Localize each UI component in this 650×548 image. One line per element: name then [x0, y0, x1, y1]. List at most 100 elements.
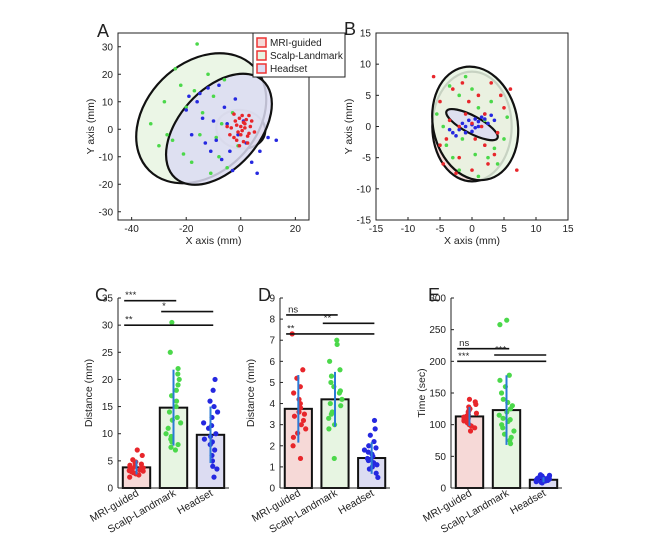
data-point [361, 447, 368, 453]
ellipse-headset [164, 72, 273, 186]
data-point [228, 149, 232, 154]
data-point [184, 108, 189, 112]
data-point [225, 165, 229, 170]
data-point [134, 447, 140, 453]
data-point [247, 131, 251, 136]
data-point [457, 127, 462, 132]
points-scalp-landmark [435, 74, 510, 179]
error-bars [297, 371, 373, 474]
data-point [252, 130, 257, 134]
significance-label: ** [324, 313, 332, 324]
data-point [463, 112, 468, 116]
data-point [178, 420, 184, 426]
y-tick-label: 7 [269, 336, 275, 347]
data-point [500, 396, 506, 402]
data-point [504, 317, 510, 323]
data-point [234, 138, 239, 143]
error-bars [468, 375, 545, 483]
data-point [249, 119, 254, 123]
x-tick-label: 15 [562, 224, 574, 235]
data-point [444, 137, 449, 141]
data-point [447, 118, 452, 123]
data-point [457, 93, 462, 98]
significance-label: ns [288, 304, 298, 315]
data-point [217, 83, 221, 88]
data-point [497, 322, 503, 328]
data-point [470, 168, 474, 172]
data-point [266, 135, 270, 140]
x-ticks: -40 -20 0 20 [124, 217, 301, 235]
data-point [245, 134, 250, 138]
data-point [486, 155, 490, 160]
data-point [238, 132, 243, 137]
data-point [466, 396, 473, 402]
y-tick-label: 8 [269, 315, 275, 326]
y-tick-label: 0 [365, 122, 371, 133]
data-point [457, 124, 462, 129]
y-tick-label: 200 [429, 357, 446, 368]
data-point [300, 367, 306, 373]
y-tick-label: 50 [435, 452, 447, 463]
data-point [240, 113, 244, 118]
data-point [447, 127, 452, 132]
y-tick-label: 2 [269, 441, 275, 452]
data-point [208, 171, 213, 176]
data-point [195, 99, 199, 104]
data-point [192, 88, 197, 93]
data-point [211, 94, 216, 99]
data-point [327, 358, 333, 364]
x-tick-label: 20 [290, 224, 302, 235]
legend-label: Headset [270, 64, 307, 75]
significance-label: * [162, 301, 166, 312]
data-point [189, 132, 194, 137]
data-point [472, 399, 478, 405]
y-ticks: -30 -20 -10 0 10 20 30 [99, 42, 121, 218]
y-tick-label: 100 [429, 420, 446, 431]
data-point [219, 157, 224, 162]
x-axis-label: X axis (mm) [186, 235, 242, 247]
data-point [222, 77, 227, 82]
panel-b: B -15 -10 -5 0 5 10 15 -15 -10 -5 0 5 10 15 X axis (mm)… [343, 19, 574, 247]
data-point [492, 146, 497, 151]
category-label: Headset [336, 487, 376, 517]
data-point [479, 115, 484, 119]
data-point [206, 86, 210, 90]
data-point [236, 132, 240, 137]
data-point [165, 132, 169, 137]
y-tick-label: 250 [429, 325, 446, 336]
data-point [507, 417, 513, 423]
data-point [181, 152, 186, 156]
data-point [454, 134, 458, 138]
legend: MRI-guided Scalp-Landmark Headset [252, 32, 346, 78]
y-axis-label: Y axis (mm) [85, 99, 97, 155]
data-point [502, 137, 506, 141]
data-point [291, 413, 298, 419]
y-tick-label: 10 [360, 60, 372, 71]
data-point [473, 117, 478, 121]
panel-letter: A [97, 21, 109, 41]
data-point [451, 155, 455, 160]
data-point [454, 171, 458, 176]
data-point [172, 447, 179, 453]
data-point [438, 143, 442, 147]
data-point [365, 449, 371, 455]
data-point [372, 426, 378, 432]
data-point [208, 149, 213, 154]
data-point [463, 74, 468, 79]
error-bars [135, 369, 212, 475]
y-tick-label: 150 [429, 389, 446, 400]
data-point [212, 376, 218, 383]
data-point [337, 367, 343, 373]
x-tick-label: -20 [179, 224, 194, 235]
data-point [200, 116, 205, 121]
data-point [214, 135, 219, 140]
significance-label: ** [287, 323, 295, 334]
data-point [234, 123, 239, 127]
data-point [274, 138, 279, 143]
data-point [213, 431, 219, 437]
bar [454, 415, 485, 489]
jitter-points [461, 317, 553, 486]
data-point [508, 87, 513, 91]
confidence-ellipses [431, 65, 520, 183]
data-point [203, 141, 208, 145]
